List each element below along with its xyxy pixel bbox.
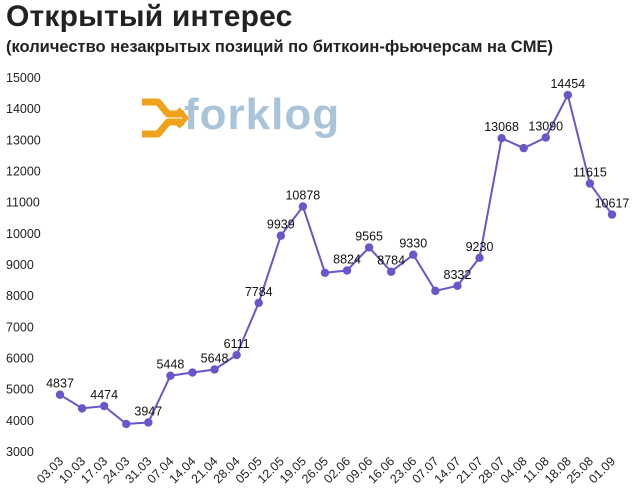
- data-point: [232, 350, 241, 360]
- data-point: [387, 267, 396, 276]
- data-point: [585, 179, 595, 188]
- data-point: [364, 243, 374, 252]
- data-point: [342, 266, 352, 275]
- data-point: [99, 401, 109, 411]
- data-point: [519, 143, 528, 153]
- y-tick-label: 12000: [6, 165, 41, 179]
- data-point: [453, 281, 462, 291]
- data-point: [210, 365, 219, 374]
- data-label: 5648: [201, 351, 229, 365]
- y-tick-label: 6000: [6, 352, 34, 366]
- y-tick-label: 10000: [6, 227, 41, 241]
- data-label: 7784: [245, 285, 273, 299]
- data-point: [541, 133, 550, 142]
- y-tick-label: 4000: [6, 414, 34, 428]
- data-point: [475, 253, 484, 263]
- data-point: [188, 368, 197, 377]
- data-label: 4837: [46, 377, 74, 391]
- y-tick-label: 3000: [6, 445, 34, 459]
- y-axis-ticks: 3000 4000 5000 6000 7000 8000 9000 10000 11000 12…: [6, 71, 41, 459]
- data-label: 13068: [484, 120, 519, 134]
- data-label: 6111: [224, 337, 250, 351]
- data-point: [497, 134, 506, 143]
- data-point: [607, 210, 617, 219]
- data-point: [77, 404, 87, 413]
- data-label: 11615: [573, 165, 607, 179]
- x-axis-ticks: 03.0310.0317.0324.0331.0307.0414.0421.04…: [34, 454, 618, 486]
- data-label: 9565: [355, 229, 383, 243]
- data-label: 8332: [444, 268, 472, 282]
- data-label: 8824: [333, 252, 361, 266]
- y-tick-label: 7000: [6, 320, 34, 334]
- fork-icon: [142, 98, 190, 138]
- y-tick-label: 15000: [6, 71, 41, 85]
- y-tick-label: 8000: [6, 289, 34, 303]
- data-point: [563, 90, 573, 100]
- chart-title: Открытый интерес: [6, 0, 293, 33]
- data-point: [298, 202, 308, 211]
- data-point: [55, 390, 65, 399]
- logo-text: forklog: [184, 90, 341, 139]
- data-point: [431, 286, 440, 296]
- data-point: [276, 231, 285, 240]
- y-tick-label: 5000: [6, 383, 34, 397]
- data-label: 5448: [156, 358, 184, 372]
- data-point: [409, 250, 418, 259]
- data-label: 9330: [399, 237, 427, 251]
- data-label: 10878: [285, 188, 320, 202]
- data-point: [122, 419, 131, 429]
- data-label: 9230: [466, 240, 494, 254]
- y-tick-label: 14000: [6, 102, 41, 116]
- forklog-logo: forklog: [138, 90, 353, 142]
- data-label: 3947: [134, 404, 162, 418]
- y-tick-label: 13000: [6, 133, 41, 147]
- data-label: 14454: [550, 77, 585, 91]
- data-label: 4474: [90, 388, 118, 402]
- data-point: [320, 268, 330, 277]
- data-label: 9939: [267, 218, 295, 232]
- series-points: [55, 90, 617, 429]
- data-point: [144, 418, 153, 427]
- data-label: 13090: [528, 120, 563, 134]
- data-label: 10617: [595, 197, 630, 211]
- data-point: [166, 371, 175, 380]
- data-point: [254, 298, 263, 308]
- data-label: 8784: [377, 254, 405, 268]
- y-tick-label: 9000: [6, 258, 34, 272]
- chart-subtitle: (количество незакрытых позиций по биткои…: [6, 38, 553, 56]
- y-tick-label: 11000: [6, 196, 40, 210]
